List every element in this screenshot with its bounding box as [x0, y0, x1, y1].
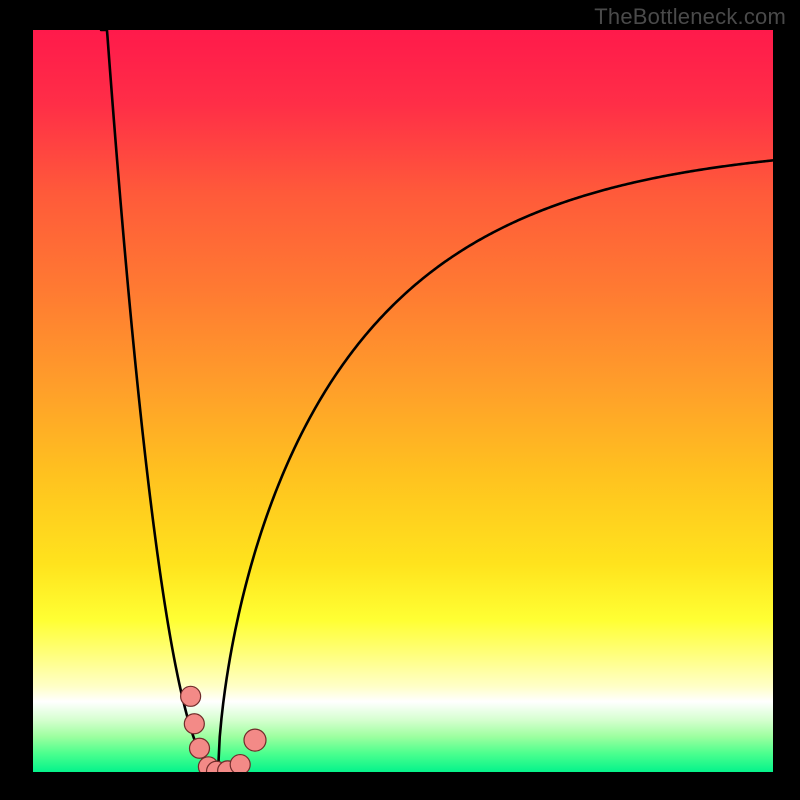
data-marker	[184, 714, 204, 734]
chart-container: TheBottleneck.com	[0, 0, 800, 800]
gradient-background	[33, 30, 773, 772]
data-marker	[244, 729, 266, 751]
bottleneck-chart	[0, 0, 800, 800]
data-marker	[181, 686, 201, 706]
watermark-text: TheBottleneck.com	[594, 4, 786, 30]
data-marker	[190, 738, 210, 758]
data-marker	[230, 755, 250, 775]
